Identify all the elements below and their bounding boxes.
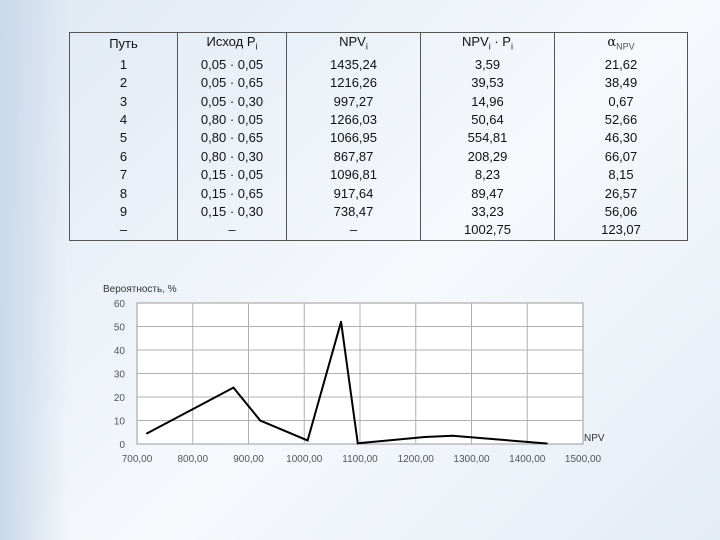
cell-outcome: 0,15 · 0,05	[177, 165, 287, 185]
x-tick-label: 1300,00	[453, 454, 490, 465]
table-row: 1 0,05 · 0,05 1435,24 3,59 21,62	[69, 55, 688, 74]
x-tick-label: 1200,00	[398, 454, 435, 465]
data-point	[259, 419, 262, 422]
data-point	[545, 442, 548, 445]
table-row: 3 0,05 · 0,30 997,27 14,96 0,67	[69, 92, 688, 111]
results-table: Путь Исход Pi NPVi NPVi · Pi αNPV 1 0,05 …	[69, 31, 688, 241]
cell-alpha-npv: 66,07	[554, 147, 688, 166]
x-tick-label: 1500,00	[565, 454, 602, 465]
cell-outcome: 0,05 · 0,30	[177, 92, 287, 111]
x-tick-label: 700,00	[122, 454, 153, 465]
cell-npv: 1096,81	[286, 165, 421, 185]
x-tick-label: 900,00	[233, 454, 264, 465]
y-tick-label: 10	[114, 417, 126, 428]
cell-npv-times-p: 3,59	[420, 55, 555, 74]
cell-npv: 1266,03	[286, 110, 421, 130]
y-tick-label: 40	[114, 346, 126, 357]
header-npv-times-p: NPVi · Pi	[420, 31, 555, 56]
y-tick-label: 50	[114, 323, 126, 334]
header-path: Путь	[69, 31, 178, 56]
cell-npv: 997,27	[286, 92, 421, 111]
header-alpha-npv: αNPV	[554, 31, 688, 56]
cell-outcome: 0,05 · 0,65	[177, 73, 287, 93]
data-point	[146, 432, 149, 435]
cell-outcome: 0,80 · 0,30	[177, 147, 287, 166]
x-tick-label: 1100,00	[342, 454, 378, 465]
cell-npv: 867,87	[286, 147, 421, 166]
data-point	[356, 442, 359, 445]
cell-alpha-npv: 123,07	[554, 221, 688, 241]
cell-alpha-npv: 46,30	[554, 129, 688, 148]
cell-npv: 917,64	[286, 184, 421, 203]
cell-alpha-npv: 0,67	[554, 92, 688, 111]
cell-outcome: 0,80 · 0,05	[177, 110, 287, 130]
cell-outcome: 0,15 · 0,30	[177, 202, 287, 222]
cell-alpha-npv: 52,66	[554, 110, 688, 130]
cell-outcome: 0,05 · 0,05	[177, 55, 287, 74]
y-axis-label: Вероятность, %	[103, 284, 177, 295]
data-point	[306, 439, 309, 442]
cell-npv-times-p: 554,81	[420, 129, 555, 148]
x-tick-label: 800,00	[177, 454, 208, 465]
table-row: 2 0,05 · 0,65 1216,26 39,53 38,49	[69, 73, 688, 93]
table-header-row: Путь Исход Pi NPVi NPVi · Pi αNPV	[69, 31, 688, 56]
table-row: 5 0,80 · 0,65 1066,95 554,81 46,30	[69, 129, 688, 148]
cell-outcome: 0,15 · 0,65	[177, 184, 287, 203]
table-row: 7 0,15 · 0,05 1096,81 8,23 8,15	[69, 165, 688, 185]
cell-npv: 738,47	[286, 202, 421, 222]
cell-npv-times-p: 8,23	[420, 165, 555, 185]
cell-npv-times-p: 208,29	[420, 147, 555, 166]
y-tick-label: 20	[114, 393, 126, 404]
x-axis-label: NPV	[584, 433, 605, 444]
table-row: 9 0,15 · 0,30 738,47 33,23 56,06	[69, 202, 688, 222]
table-row: 8 0,15 · 0,65 917,64 89,47 26,57	[69, 184, 688, 203]
header-outcome: Исход Pi	[177, 31, 287, 56]
cell-alpha-npv: 38,49	[554, 73, 688, 93]
table-row: 4 0,80 · 0,05 1266,03 50,64 52,66	[69, 110, 688, 130]
cell-npv-times-p: 14,96	[420, 92, 555, 111]
data-point	[232, 386, 235, 389]
cell-alpha-npv: 56,06	[554, 202, 688, 222]
data-point	[340, 320, 343, 323]
x-tick-label: 1400,00	[509, 454, 546, 465]
slide-left-band	[0, 0, 70, 540]
cell-npv: 1066,95	[286, 129, 421, 148]
cell-npv-times-p: 33,23	[420, 202, 555, 222]
data-point	[423, 435, 426, 438]
table-row: 6 0,80 · 0,30 867,87 208,29 66,07	[69, 147, 688, 166]
data-point	[451, 434, 454, 437]
table-row: – – –1002,75 123,07	[69, 221, 688, 241]
x-tick-label: 1000,00	[286, 454, 323, 465]
y-tick-label: 60	[114, 299, 126, 310]
cell-outcome: 0,80 · 0,65	[177, 129, 287, 148]
cell-alpha-npv: 8,15	[554, 165, 688, 185]
cell-alpha-npv: 26,57	[554, 184, 688, 203]
cell-npv-times-p: 1002,75	[420, 221, 555, 241]
cell-alpha-npv: 21,62	[554, 55, 688, 74]
y-tick-label: 0	[119, 440, 125, 451]
y-tick-label: 30	[114, 370, 126, 381]
